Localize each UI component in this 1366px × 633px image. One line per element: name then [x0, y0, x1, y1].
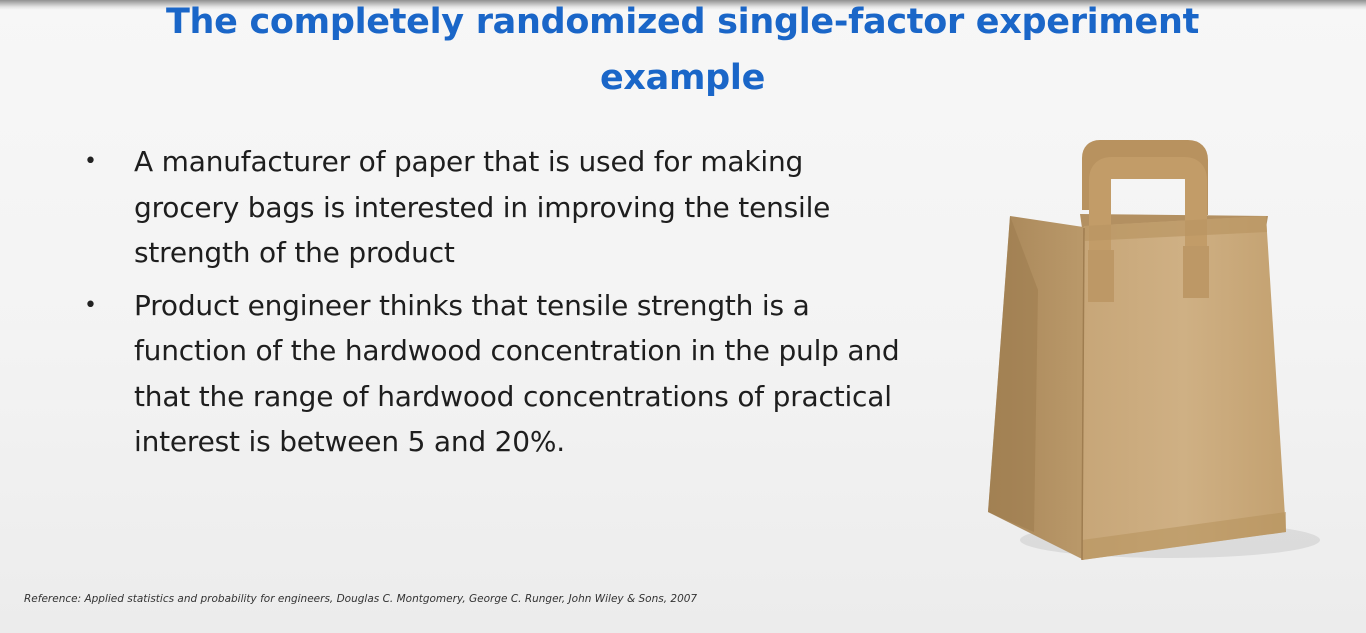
video-top-overlay — [0, 0, 1366, 10]
paper-bag-icon — [988, 140, 1320, 561]
bullet-list: • A manufacturer of paper that is used f… — [78, 139, 908, 472]
slide-title: The completely randomized single-factor … — [165, 2, 1200, 98]
bullet-marker: • — [84, 149, 97, 174]
bullet-text: Product engineer thinks that tensile str… — [134, 288, 900, 459]
bullet-item: • A manufacturer of paper that is used f… — [78, 139, 908, 276]
reference-citation: Reference: Applied statistics and probab… — [24, 593, 698, 605]
bullet-item: • Product engineer thinks that tensile s… — [78, 283, 908, 465]
bullet-marker: • — [84, 292, 97, 318]
bullet-text: A manufacturer of paper that is used for… — [134, 145, 831, 269]
